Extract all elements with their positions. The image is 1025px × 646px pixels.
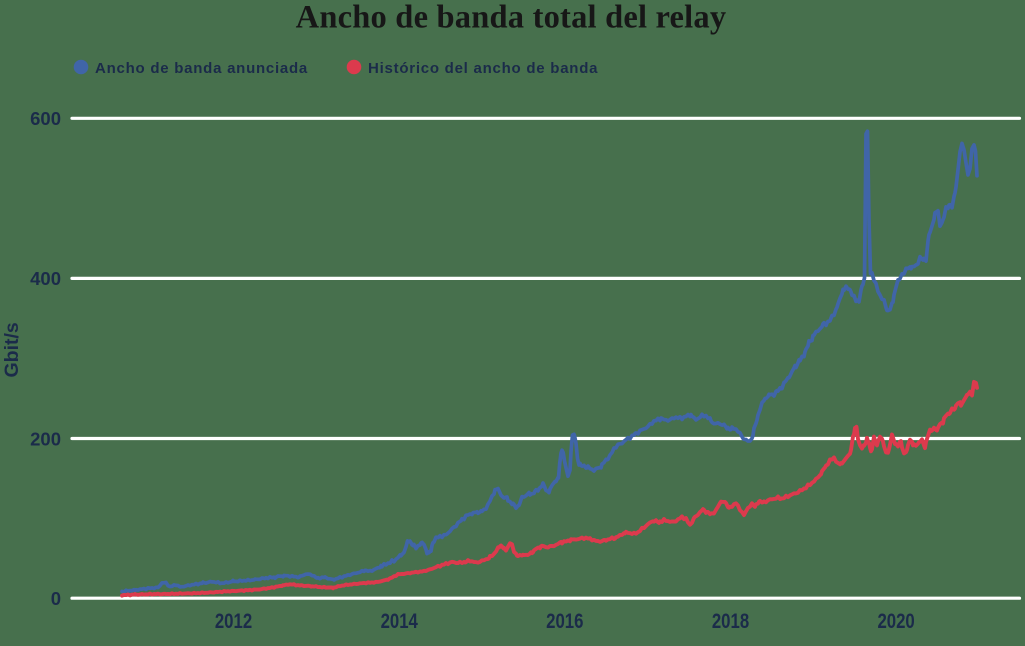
svg-text:2014: 2014: [381, 610, 419, 633]
svg-text:600: 600: [30, 108, 61, 129]
svg-text:0: 0: [51, 588, 61, 609]
svg-text:200: 200: [30, 428, 61, 449]
svg-text:2016: 2016: [546, 610, 584, 633]
svg-text:2020: 2020: [877, 610, 914, 633]
svg-text:Histórico del ancho de banda: Histórico del ancho de banda: [368, 60, 598, 77]
svg-text:Ancho de banda anunciada: Ancho de banda anunciada: [95, 60, 308, 77]
svg-text:Gbit/s: Gbit/s: [1, 322, 23, 377]
svg-text:Ancho de banda total del relay: Ancho de banda total del relay: [296, 0, 727, 36]
svg-text:2018: 2018: [712, 610, 750, 633]
svg-text:400: 400: [30, 268, 61, 289]
svg-text:2012: 2012: [215, 610, 252, 633]
